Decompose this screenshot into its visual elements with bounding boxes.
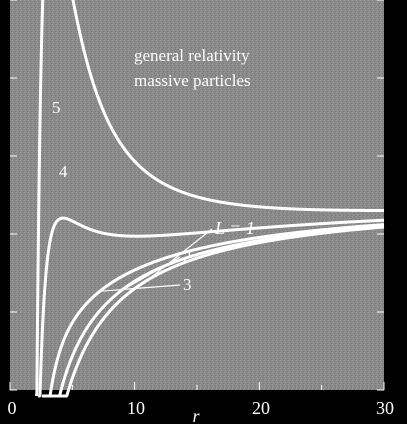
curve-label-1: L = 1: [214, 218, 255, 238]
annotation-line-1: general relativity: [134, 46, 250, 65]
x-axis-label: r: [192, 406, 200, 424]
curve-label-4: 4: [59, 162, 68, 181]
x-tick-label-10: 10: [127, 398, 145, 418]
curve-5: [34, 0, 386, 397]
pointer-line-2: [119, 256, 181, 293]
x-tick-label-0: 0: [8, 398, 17, 418]
curve-label-3: 3: [183, 275, 192, 294]
x-ticks: [9, 382, 385, 390]
annotation-line-2: massive particles: [134, 71, 251, 90]
curve-2: [44, 224, 386, 398]
pointer-line-1: [146, 228, 213, 281]
x-tick-label-30: 30: [376, 398, 394, 418]
pointer-line-3: [99, 284, 181, 292]
curve-4: [36, 216, 386, 398]
x-tick-label-20: 20: [252, 398, 270, 418]
curve-label-2: 2: [183, 247, 192, 266]
curves: [34, 0, 386, 398]
curve-label-5: 5: [52, 98, 61, 117]
pointer-lines: [99, 228, 213, 293]
y-ticks: [10, 0, 384, 391]
curve-3: [40, 223, 386, 398]
